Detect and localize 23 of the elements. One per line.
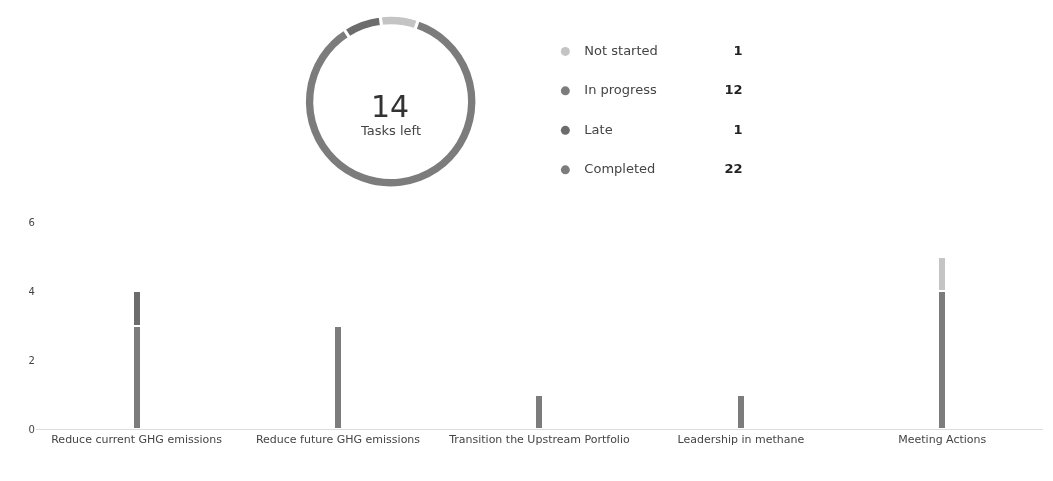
bar [332,324,344,429]
legend-label: Late [571,121,613,137]
bar [735,393,746,429]
y-tick-label: 4 [28,285,35,297]
x-tick-label: Leadership in methane [677,433,805,447]
data-label: 12 [724,82,743,98]
legend-label: Not started [571,42,658,58]
text: 14 [371,89,410,124]
y-tick-label: 2 [28,354,35,366]
y-tick-label: 0 [28,423,35,435]
x-tick-label: Transition the Upstream Portfolio [448,433,630,447]
text: Completed [571,161,656,177]
legend-label: In progress [571,82,657,98]
y-tick-label: 6 [28,216,35,228]
donut-slice [302,18,479,190]
data-label: 1 [733,121,743,137]
data-label: 1 [733,42,743,58]
x-tick-label: Meeting Actions [898,433,987,447]
x-tick-label: Reduce future GHG emissions [255,433,421,447]
x-tick-label: Reduce current GHG emissions [51,433,223,447]
text: Tasks left [360,123,422,138]
bar [534,393,545,429]
text: 22 [724,161,743,177]
